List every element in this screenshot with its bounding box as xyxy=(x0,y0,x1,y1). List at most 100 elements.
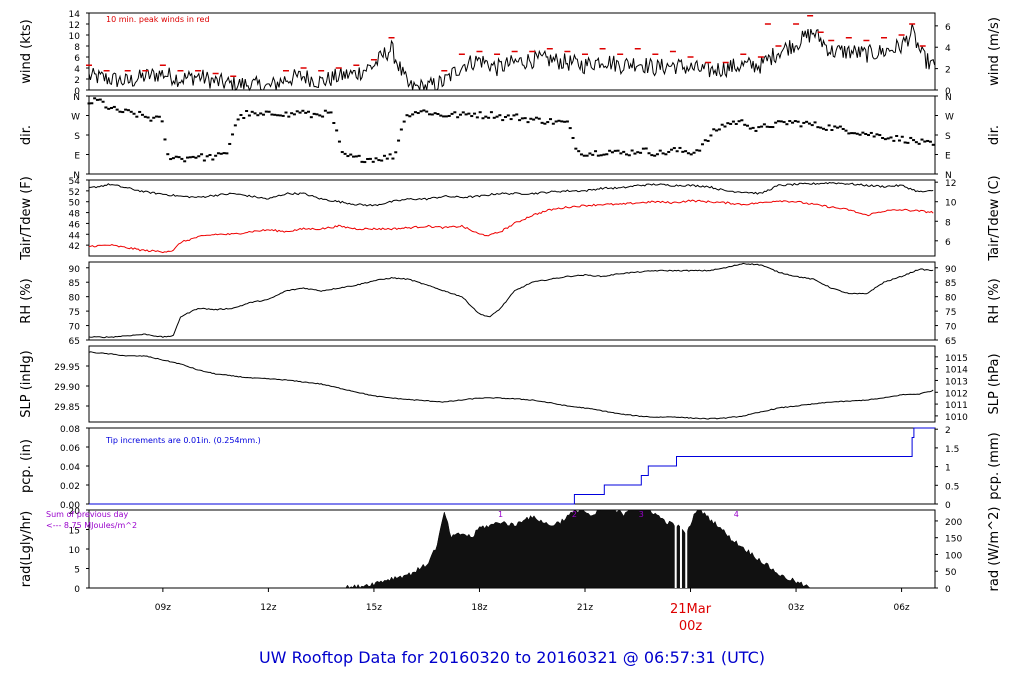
x-tick-label: 21z xyxy=(577,603,593,613)
dir-point xyxy=(183,160,187,163)
dir-point xyxy=(228,142,232,145)
dir-point xyxy=(245,110,249,113)
dir-point xyxy=(368,157,372,160)
dir-point xyxy=(388,153,392,156)
panel-pcp xyxy=(86,427,938,505)
dir-point xyxy=(830,129,834,132)
dir-point xyxy=(596,154,600,157)
dir-point xyxy=(698,149,702,152)
dir-point xyxy=(914,141,918,144)
pcp-tick-right: 2 xyxy=(945,426,951,436)
slp-tick-right: 1010 xyxy=(945,413,968,423)
dir-point xyxy=(605,153,609,156)
dir-point xyxy=(740,119,744,122)
dir-point xyxy=(354,155,358,158)
panel-slp xyxy=(86,345,938,423)
rad-tick-right: 50 xyxy=(945,568,957,578)
rh-tick-left: 70 xyxy=(69,323,81,333)
dir-point xyxy=(821,127,825,130)
wind-tick-right: 0 xyxy=(945,87,951,97)
dir-point xyxy=(98,98,102,101)
dir-point xyxy=(655,153,659,156)
rad-ylabel-right: rad (W/m^2) xyxy=(987,507,1002,592)
dir-point xyxy=(754,129,758,132)
dir-point xyxy=(456,116,460,119)
temp-tick-left: 50 xyxy=(69,199,81,209)
dir-point xyxy=(703,139,707,142)
dir-point xyxy=(394,151,398,154)
rad-tick-right: 150 xyxy=(945,535,962,545)
rad-note-line1: Sum of previous day xyxy=(46,510,128,519)
dir-point xyxy=(875,133,879,136)
dir-point xyxy=(140,113,144,116)
slp-tick-right: 1013 xyxy=(945,377,968,387)
dir-point xyxy=(397,139,401,142)
dir-point xyxy=(343,152,347,155)
dir-point xyxy=(633,152,637,155)
dir-point xyxy=(332,122,336,125)
dir-point xyxy=(304,111,308,114)
rad-tick-right: 200 xyxy=(945,518,962,528)
wind-tick-left: 0 xyxy=(74,87,80,97)
dir-point xyxy=(723,125,727,128)
dir-point xyxy=(377,159,381,162)
dir-point xyxy=(464,113,468,116)
dir-point xyxy=(847,132,851,135)
dir-point xyxy=(619,152,623,155)
dir-point xyxy=(115,108,119,111)
dir-ylabel-right: dir. xyxy=(987,125,1002,145)
dir-point xyxy=(641,147,645,150)
dir-point xyxy=(928,140,932,143)
dir-point xyxy=(312,112,316,115)
dir-point xyxy=(501,119,505,122)
dir-point xyxy=(923,140,927,143)
dir-point xyxy=(746,124,750,127)
x-date-label: 21Mar xyxy=(670,602,712,617)
dir-point xyxy=(534,116,538,119)
dir-point xyxy=(374,157,378,160)
wind-ylabel-right: wind (m/s) xyxy=(987,17,1002,86)
dir-point xyxy=(824,128,828,131)
dir-point xyxy=(757,126,761,129)
dir-point xyxy=(836,126,840,129)
dir-point xyxy=(551,122,555,125)
dir-point xyxy=(579,153,583,156)
dir-point xyxy=(152,116,156,119)
dir-point xyxy=(323,109,327,112)
dir-point xyxy=(155,115,159,118)
dir-point xyxy=(529,117,533,120)
dir-point xyxy=(157,115,161,118)
dir-point xyxy=(467,112,471,115)
wind-frame xyxy=(88,12,936,91)
dir-point xyxy=(380,159,384,162)
dir-point xyxy=(554,120,558,123)
dir-point xyxy=(599,154,603,157)
dir-point xyxy=(625,153,629,156)
dir-point xyxy=(850,132,854,135)
dir-point xyxy=(205,155,209,158)
dir-point xyxy=(261,113,265,116)
dir-point xyxy=(129,110,133,113)
dir-tick-right: N xyxy=(945,171,952,181)
dir-point xyxy=(402,120,406,123)
slp-ylabel-left: SLP (inHg) xyxy=(19,350,34,418)
dir-point xyxy=(242,117,246,120)
rh-tick-right: 80 xyxy=(945,294,957,304)
dir-point xyxy=(729,122,733,125)
wind-tick-left: 12 xyxy=(69,21,80,31)
pcp-tick-right: 1 xyxy=(945,464,951,474)
dir-point xyxy=(371,160,375,163)
dir-point xyxy=(357,154,361,157)
pcp-ylabel-left: pcp. (in) xyxy=(19,439,34,493)
dir-point xyxy=(560,120,564,123)
dir-point xyxy=(121,111,125,114)
temp-tick-left: 54 xyxy=(69,177,81,187)
panel-dir xyxy=(86,95,938,175)
rh-tick-right: 90 xyxy=(945,265,957,275)
dir-point xyxy=(658,149,662,152)
rad-marker: 4 xyxy=(734,510,739,519)
dir-point xyxy=(447,114,451,117)
dir-point xyxy=(385,157,389,160)
dir-point xyxy=(360,160,364,163)
